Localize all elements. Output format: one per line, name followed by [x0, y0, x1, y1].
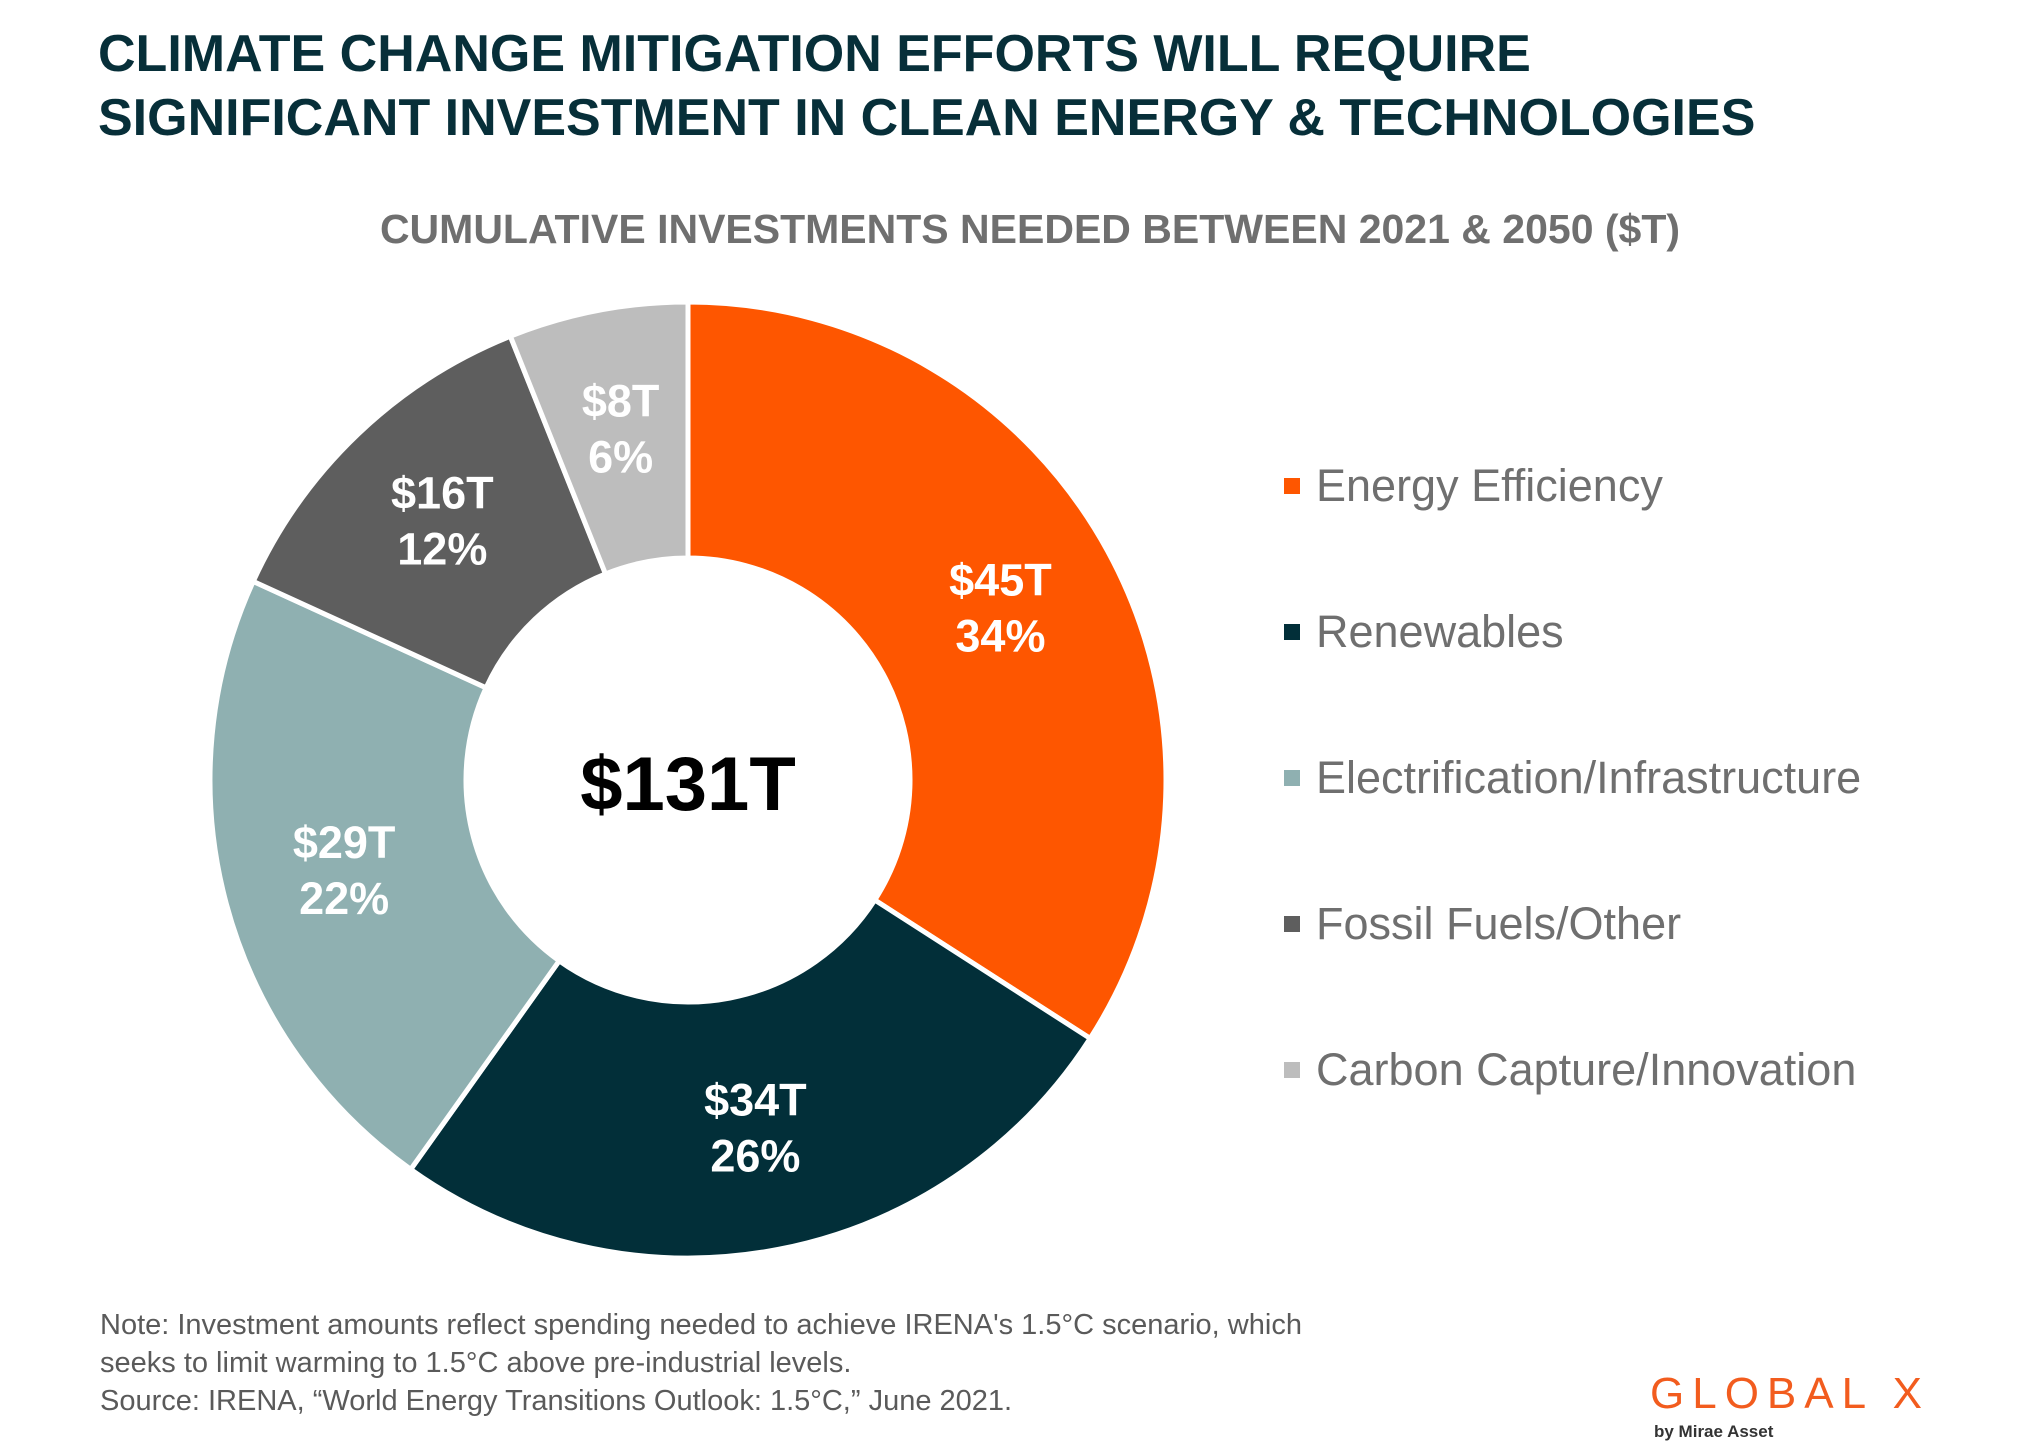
- global-x-logo: GLOBAL X by Mirae Asset: [1650, 1372, 1940, 1442]
- legend-label: Renewables: [1316, 606, 1564, 657]
- logo-wordmark: GLOBAL X: [1650, 1369, 1931, 1418]
- legend-swatch: [1284, 1062, 1300, 1078]
- legend-label: Electrification/Infrastructure: [1316, 752, 1862, 803]
- legend-label: Energy Efficiency: [1316, 460, 1663, 511]
- note-line-1: Note: Investment amounts reflect spendin…: [100, 1309, 1302, 1341]
- slice-percent-label-3: 12%: [397, 523, 487, 574]
- donut-slice-1: [407, 896, 1094, 1261]
- legend-swatch: [1284, 916, 1300, 932]
- slice-value-label-4: $8T: [582, 375, 660, 426]
- logo-subtext: by Mirae Asset: [1654, 1422, 1774, 1441]
- slice-value-label-2: $29T: [293, 817, 396, 868]
- slice-percent-label-2: 22%: [299, 873, 389, 924]
- legend-item-energy-efficiency: Energy Efficiency: [1284, 450, 1861, 522]
- title-line-2: SIGNIFICANT INVESTMENT IN CLEAN ENERGY &…: [98, 89, 1756, 147]
- chart-legend: Energy Efficiency Renewables Electrifica…: [1284, 450, 1861, 1180]
- donut-slice-2: [207, 578, 563, 1173]
- page-title: CLIMATE CHANGE MITIGATION EFFORTS WILL R…: [98, 22, 1958, 150]
- legend-item-renewables: Renewables: [1284, 596, 1861, 668]
- slice-percent-label-4: 6%: [588, 431, 653, 482]
- title-line-1: CLIMATE CHANGE MITIGATION EFFORTS WILL R…: [98, 25, 1531, 83]
- slice-value-label-0: $45T: [949, 554, 1052, 605]
- legend-swatch: [1284, 770, 1300, 786]
- footnote: Note: Investment amounts reflect spendin…: [100, 1306, 1302, 1420]
- slice-value-label-1: $34T: [704, 1075, 807, 1126]
- center-total-label: $131T: [580, 742, 796, 827]
- donut-slice-3: [249, 332, 609, 692]
- legend-label: Fossil Fuels/Other: [1316, 898, 1682, 949]
- slice-value-label-3: $16T: [391, 467, 494, 518]
- legend-item-carbon-capture: Carbon Capture/Innovation: [1284, 1034, 1861, 1106]
- chart-title: CUMULATIVE INVESTMENTS NEEDED BETWEEN 20…: [379, 206, 1681, 252]
- slice-percent-label-1: 26%: [710, 1131, 800, 1182]
- slice-percent-label-0: 34%: [955, 610, 1045, 661]
- donut-slice-4: [507, 299, 691, 578]
- legend-swatch: [1284, 624, 1300, 640]
- donut-slices: [207, 299, 1169, 1261]
- legend-label: Carbon Capture/Innovation: [1316, 1044, 1857, 1095]
- legend-swatch: [1284, 478, 1300, 494]
- legend-item-fossil-fuels: Fossil Fuels/Other: [1284, 888, 1861, 960]
- donut-slice-0: [685, 299, 1169, 1042]
- note-line-2: seeks to limit warming to 1.5°C above pr…: [100, 1347, 852, 1379]
- source-line: Source: IRENA, “World Energy Transitions…: [100, 1385, 1013, 1417]
- legend-item-electrification: Electrification/Infrastructure: [1284, 742, 1861, 814]
